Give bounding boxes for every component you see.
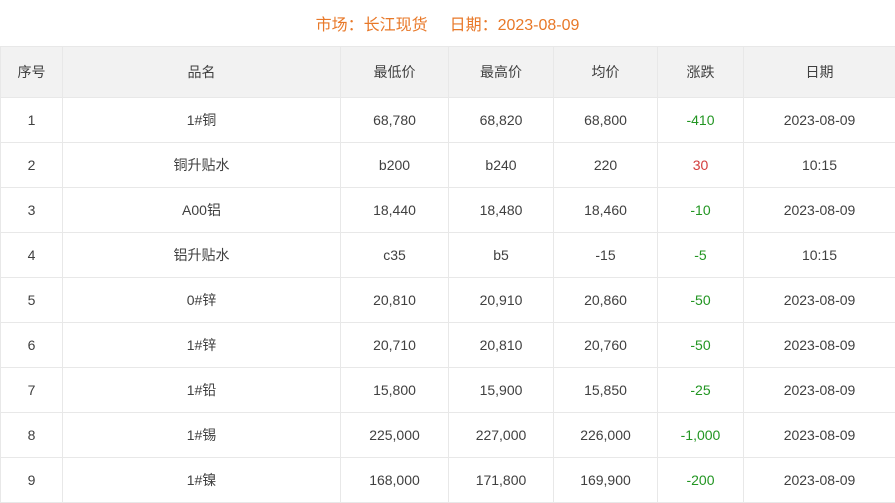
table-row: 9 1#镍 168,000 171,800 169,900 -200 2023-… (1, 458, 895, 503)
cell-no: 9 (1, 458, 63, 503)
cell-date: 2023-08-09 (744, 188, 895, 233)
cell-high: 68,820 (449, 98, 554, 143)
cell-low: 68,780 (341, 98, 449, 143)
cell-low: c35 (341, 233, 449, 278)
table-row: 5 0#锌 20,810 20,910 20,860 -50 2023-08-0… (1, 278, 895, 323)
cell-name: 1#锌 (63, 323, 341, 368)
price-table: 序号 品名 最低价 最高价 均价 涨跌 日期 1 1#铜 68,780 68,8… (0, 46, 895, 503)
cell-no: 8 (1, 413, 63, 458)
header-cell-low: 最低价 (341, 47, 449, 98)
cell-change: -410 (658, 98, 744, 143)
cell-date: 2023-08-09 (744, 413, 895, 458)
cell-name: 铝升贴水 (63, 233, 341, 278)
cell-low: 20,710 (341, 323, 449, 368)
cell-change: -25 (658, 368, 744, 413)
cell-change: -1,000 (658, 413, 744, 458)
cell-no: 4 (1, 233, 63, 278)
cell-name: 1#镍 (63, 458, 341, 503)
cell-date: 2023-08-09 (744, 323, 895, 368)
cell-no: 7 (1, 368, 63, 413)
header-cell-change: 涨跌 (658, 47, 744, 98)
cell-date: 2023-08-09 (744, 98, 895, 143)
cell-name: A00铝 (63, 188, 341, 233)
cell-date: 10:15 (744, 143, 895, 188)
cell-avg: 15,850 (554, 368, 658, 413)
cell-low: 15,800 (341, 368, 449, 413)
cell-high: 20,810 (449, 323, 554, 368)
cell-low: 18,440 (341, 188, 449, 233)
cell-high: 18,480 (449, 188, 554, 233)
cell-low: 168,000 (341, 458, 449, 503)
cell-high: b5 (449, 233, 554, 278)
cell-no: 3 (1, 188, 63, 233)
cell-avg: 220 (554, 143, 658, 188)
header-cell-name: 品名 (63, 47, 341, 98)
cell-high: b240 (449, 143, 554, 188)
cell-no: 5 (1, 278, 63, 323)
page-title: 市场：长江现货 日期：2023-08-09 (0, 0, 895, 46)
cell-low: 225,000 (341, 413, 449, 458)
table-row: 1 1#铜 68,780 68,820 68,800 -410 2023-08-… (1, 98, 895, 143)
header-cell-avg: 均价 (554, 47, 658, 98)
cell-no: 6 (1, 323, 63, 368)
header-cell-date: 日期 (744, 47, 895, 98)
cell-high: 20,910 (449, 278, 554, 323)
table-row: 8 1#锡 225,000 227,000 226,000 -1,000 202… (1, 413, 895, 458)
cell-avg: 226,000 (554, 413, 658, 458)
cell-high: 171,800 (449, 458, 554, 503)
table-row: 7 1#铅 15,800 15,900 15,850 -25 2023-08-0… (1, 368, 895, 413)
cell-date: 2023-08-09 (744, 368, 895, 413)
cell-change: -50 (658, 278, 744, 323)
cell-low: 20,810 (341, 278, 449, 323)
cell-name: 1#铅 (63, 368, 341, 413)
cell-date: 2023-08-09 (744, 278, 895, 323)
cell-avg: 18,460 (554, 188, 658, 233)
cell-no: 2 (1, 143, 63, 188)
header-cell-no: 序号 (1, 47, 63, 98)
cell-low: b200 (341, 143, 449, 188)
date-label: 日期：2023-08-09 (450, 11, 580, 35)
cell-avg: 20,860 (554, 278, 658, 323)
cell-name: 1#铜 (63, 98, 341, 143)
table-header-row: 序号 品名 最低价 最高价 均价 涨跌 日期 (1, 47, 895, 98)
cell-high: 15,900 (449, 368, 554, 413)
cell-avg: 20,760 (554, 323, 658, 368)
cell-date: 10:15 (744, 233, 895, 278)
cell-name: 1#锡 (63, 413, 341, 458)
cell-avg: 169,900 (554, 458, 658, 503)
table-row: 2 铜升贴水 b200 b240 220 30 10:15 (1, 143, 895, 188)
header-cell-high: 最高价 (449, 47, 554, 98)
table-row: 6 1#锌 20,710 20,810 20,760 -50 2023-08-0… (1, 323, 895, 368)
cell-change: -10 (658, 188, 744, 233)
cell-no: 1 (1, 98, 63, 143)
cell-avg: -15 (554, 233, 658, 278)
cell-name: 铜升贴水 (63, 143, 341, 188)
cell-change: -50 (658, 323, 744, 368)
cell-change: -200 (658, 458, 744, 503)
table-row: 3 A00铝 18,440 18,480 18,460 -10 2023-08-… (1, 188, 895, 233)
cell-change: 30 (658, 143, 744, 188)
market-label: 市场：长江现货 (316, 11, 428, 35)
cell-name: 0#锌 (63, 278, 341, 323)
cell-avg: 68,800 (554, 98, 658, 143)
cell-date: 2023-08-09 (744, 458, 895, 503)
cell-change: -5 (658, 233, 744, 278)
price-table-body: 1 1#铜 68,780 68,820 68,800 -410 2023-08-… (1, 98, 895, 503)
cell-high: 227,000 (449, 413, 554, 458)
table-row: 4 铝升贴水 c35 b5 -15 -5 10:15 (1, 233, 895, 278)
